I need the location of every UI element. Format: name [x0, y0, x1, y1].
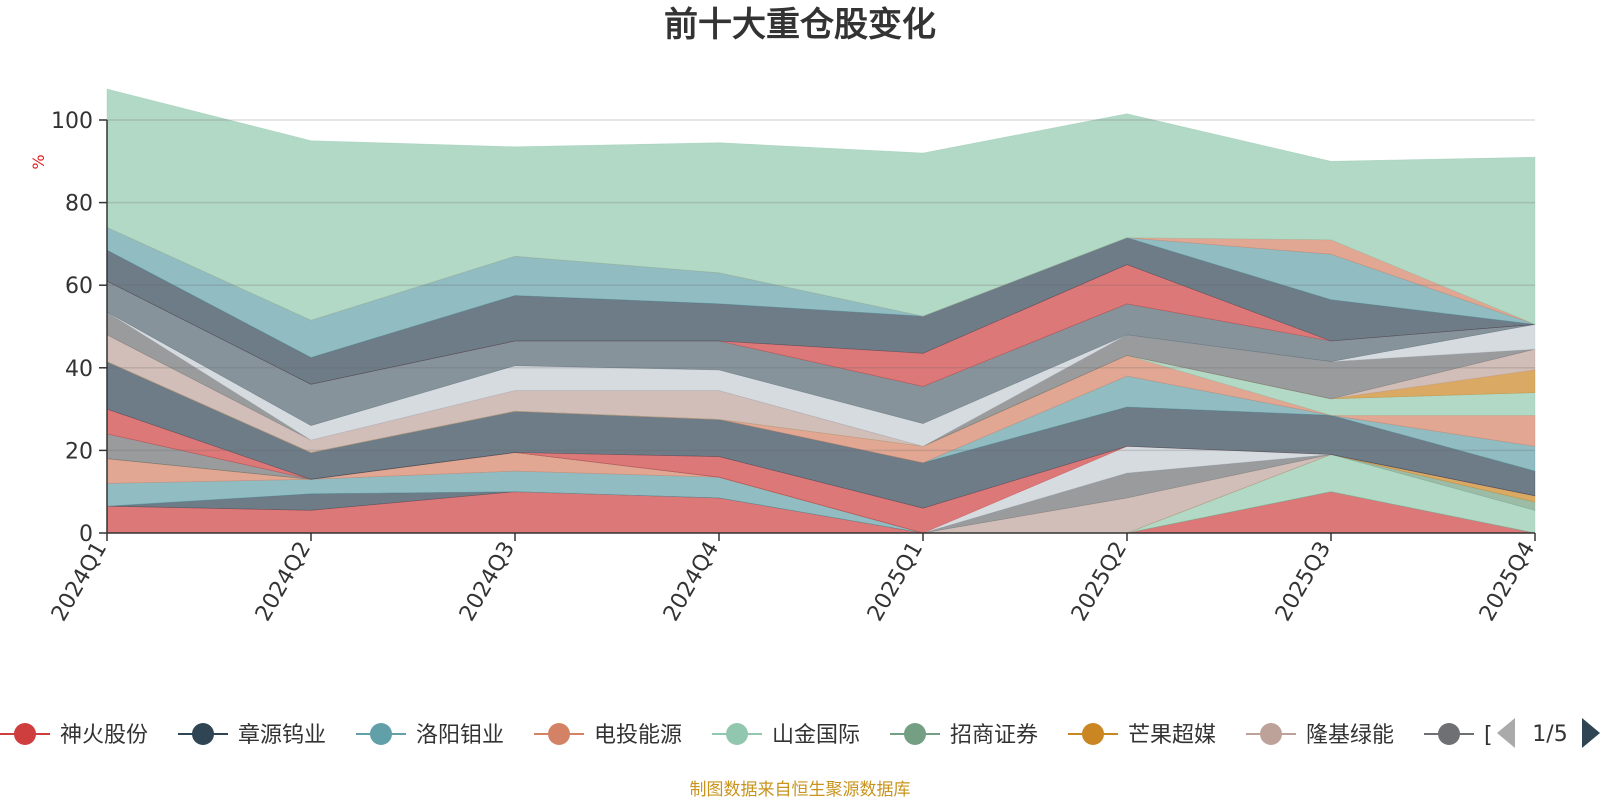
legend-item[interactable]: 神火股份: [0, 723, 148, 748]
source-note: 制图数据来自恒生聚源数据库: [690, 780, 911, 800]
legend-marker: [1260, 723, 1282, 745]
legend-marker: [14, 723, 36, 745]
legend-label: 芒果超媒: [1128, 723, 1216, 748]
x-tick-label: 2025Q1: [863, 538, 928, 626]
y-tick-label: 80: [65, 192, 93, 217]
legend-item[interactable]: 芒果超媒: [1068, 723, 1216, 748]
legend-marker: [1438, 723, 1460, 745]
y-tick-label: 0: [79, 522, 93, 547]
legend-label: 电投能源: [594, 723, 682, 748]
legend-marker: [370, 723, 392, 745]
legend-next-icon[interactable]: [1582, 718, 1600, 748]
legend-item[interactable]: 章源钨业: [178, 723, 326, 748]
chart-title: 前十大重仓股变化: [664, 5, 936, 45]
x-tick-label: 2024Q1: [47, 538, 112, 626]
legend-marker: [548, 723, 570, 745]
x-tick-label: 2025Q3: [1271, 538, 1336, 626]
y-axis-label: %: [29, 154, 48, 169]
x-tick-label: 2024Q2: [251, 538, 316, 626]
y-tick-label: 20: [65, 439, 93, 464]
legend-item[interactable]: 洛阳钼业: [356, 723, 504, 748]
legend-label: 章源钨业: [238, 723, 326, 748]
legend-item[interactable]: 招商证券: [890, 723, 1038, 748]
y-tick-label: 60: [65, 274, 93, 299]
area-series-26: [106, 88, 1536, 325]
x-tick-label: 2024Q4: [659, 538, 724, 626]
legend-label: 山金国际: [772, 723, 860, 748]
legend-item[interactable]: 山金国际: [712, 723, 860, 748]
legend: 神火股份 章源钨业 洛阳钼业 电投能源 山金国际 招商证券 芒果超媒 隆基绿能 [: [0, 723, 1493, 748]
legend-marker: [192, 723, 214, 745]
legend-item[interactable]: 电投能源: [534, 723, 682, 748]
legend-pager: 1/5: [1497, 718, 1600, 748]
legend-label: 洛阳钼业: [416, 723, 504, 748]
x-tick-label: 2025Q2: [1067, 538, 1132, 626]
legend-page-indicator: 1/5: [1532, 722, 1567, 747]
y-tick-label: 40: [65, 357, 93, 382]
legend-marker: [1082, 723, 1104, 745]
legend-marker: [904, 723, 926, 745]
gridlines: [107, 119, 1535, 452]
legend-label: [: [1484, 723, 1493, 748]
legend-marker: [726, 723, 748, 745]
legend-item[interactable]: [: [1424, 723, 1493, 748]
legend-prev-icon[interactable]: [1497, 718, 1515, 748]
x-tick-label: 2024Q3: [455, 538, 520, 626]
x-tick-label: 2025Q4: [1475, 538, 1540, 626]
legend-label: 神火股份: [60, 723, 148, 748]
legend-label: 招商证券: [950, 723, 1038, 748]
y-tick-label: 100: [51, 109, 93, 134]
legend-item[interactable]: 隆基绿能: [1246, 723, 1394, 748]
legend-label: 隆基绿能: [1306, 723, 1394, 748]
series-areas: [106, 88, 1536, 534]
